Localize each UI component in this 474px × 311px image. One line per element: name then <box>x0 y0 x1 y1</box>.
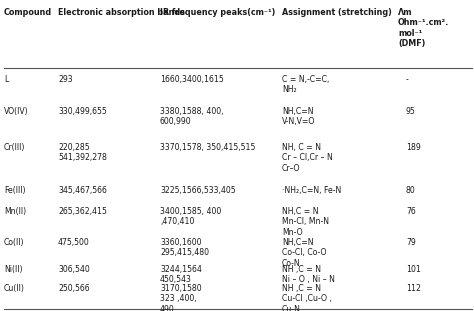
Text: Electronic absorption bands: Electronic absorption bands <box>58 8 185 17</box>
Text: 79: 79 <box>406 238 416 247</box>
Text: L: L <box>4 75 8 84</box>
Text: NH ,C = N
Ni – O , Ni – N: NH ,C = N Ni – O , Ni – N <box>282 265 335 284</box>
Text: 80: 80 <box>406 186 416 195</box>
Text: 293: 293 <box>58 75 73 84</box>
Text: VO(IV): VO(IV) <box>4 107 28 116</box>
Text: 101: 101 <box>406 265 421 274</box>
Text: Λm
Ohm⁻¹.cm².
mol⁻¹
(DMF): Λm Ohm⁻¹.cm². mol⁻¹ (DMF) <box>398 8 449 48</box>
Text: 345,467,566: 345,467,566 <box>58 186 107 195</box>
Text: NH,C = N
Mn-Cl, Mn-N
Mn-O: NH,C = N Mn-Cl, Mn-N Mn-O <box>282 207 329 237</box>
Text: NH,C=N
Co-Cl, Co-O
Co-N: NH,C=N Co-Cl, Co-O Co-N <box>282 238 327 268</box>
Text: NH,C=N
V-N,V=O: NH,C=N V-N,V=O <box>282 107 315 126</box>
Text: 3370,1578, 350,415,515: 3370,1578, 350,415,515 <box>160 143 255 152</box>
Text: Co(II): Co(II) <box>4 238 25 247</box>
Text: Cu(II): Cu(II) <box>4 284 25 293</box>
Text: NH, C = N
Cr – Cl,Cr – N
Cr–O: NH, C = N Cr – Cl,Cr – N Cr–O <box>282 143 333 173</box>
Text: 3225,1566,533,405: 3225,1566,533,405 <box>160 186 236 195</box>
Text: Compound: Compound <box>4 8 52 17</box>
Text: Cr(III): Cr(III) <box>4 143 26 152</box>
Text: 250,566: 250,566 <box>58 284 90 293</box>
Text: 3400,1585, 400
,470,410: 3400,1585, 400 ,470,410 <box>160 207 221 226</box>
Text: 3360,1600
295,415,480: 3360,1600 295,415,480 <box>160 238 209 258</box>
Text: 3244,1564
450,543: 3244,1564 450,543 <box>160 265 202 284</box>
Text: Fe(III): Fe(III) <box>4 186 26 195</box>
Text: 1660,3400,1615: 1660,3400,1615 <box>160 75 224 84</box>
Text: ·NH₂,C=N, Fe-N: ·NH₂,C=N, Fe-N <box>282 186 341 195</box>
Text: 220,285
541,392,278: 220,285 541,392,278 <box>58 143 107 162</box>
Text: Assignment (stretching): Assignment (stretching) <box>282 8 392 17</box>
Text: Ni(II): Ni(II) <box>4 265 22 274</box>
Text: 3170,1580
323 ,400,
490: 3170,1580 323 ,400, 490 <box>160 284 201 311</box>
Text: 475,500: 475,500 <box>58 238 90 247</box>
Text: 76: 76 <box>406 207 416 216</box>
Text: NH ,C = N
Cu-Cl ,Cu-O ,
Cu-N: NH ,C = N Cu-Cl ,Cu-O , Cu-N <box>282 284 332 311</box>
Text: IR frequency peaks(cm⁻¹): IR frequency peaks(cm⁻¹) <box>160 8 275 17</box>
Text: 330,499,655: 330,499,655 <box>58 107 107 116</box>
Text: 112: 112 <box>406 284 421 293</box>
Text: 306,540: 306,540 <box>58 265 90 274</box>
Text: 189: 189 <box>406 143 421 152</box>
Text: 3380,1588, 400,
600,990: 3380,1588, 400, 600,990 <box>160 107 224 126</box>
Text: Mn(II): Mn(II) <box>4 207 26 216</box>
Text: 95: 95 <box>406 107 416 116</box>
Text: C = N,-C=C,
NH₂: C = N,-C=C, NH₂ <box>282 75 329 95</box>
Text: -: - <box>406 75 409 84</box>
Text: 265,362,415: 265,362,415 <box>58 207 107 216</box>
